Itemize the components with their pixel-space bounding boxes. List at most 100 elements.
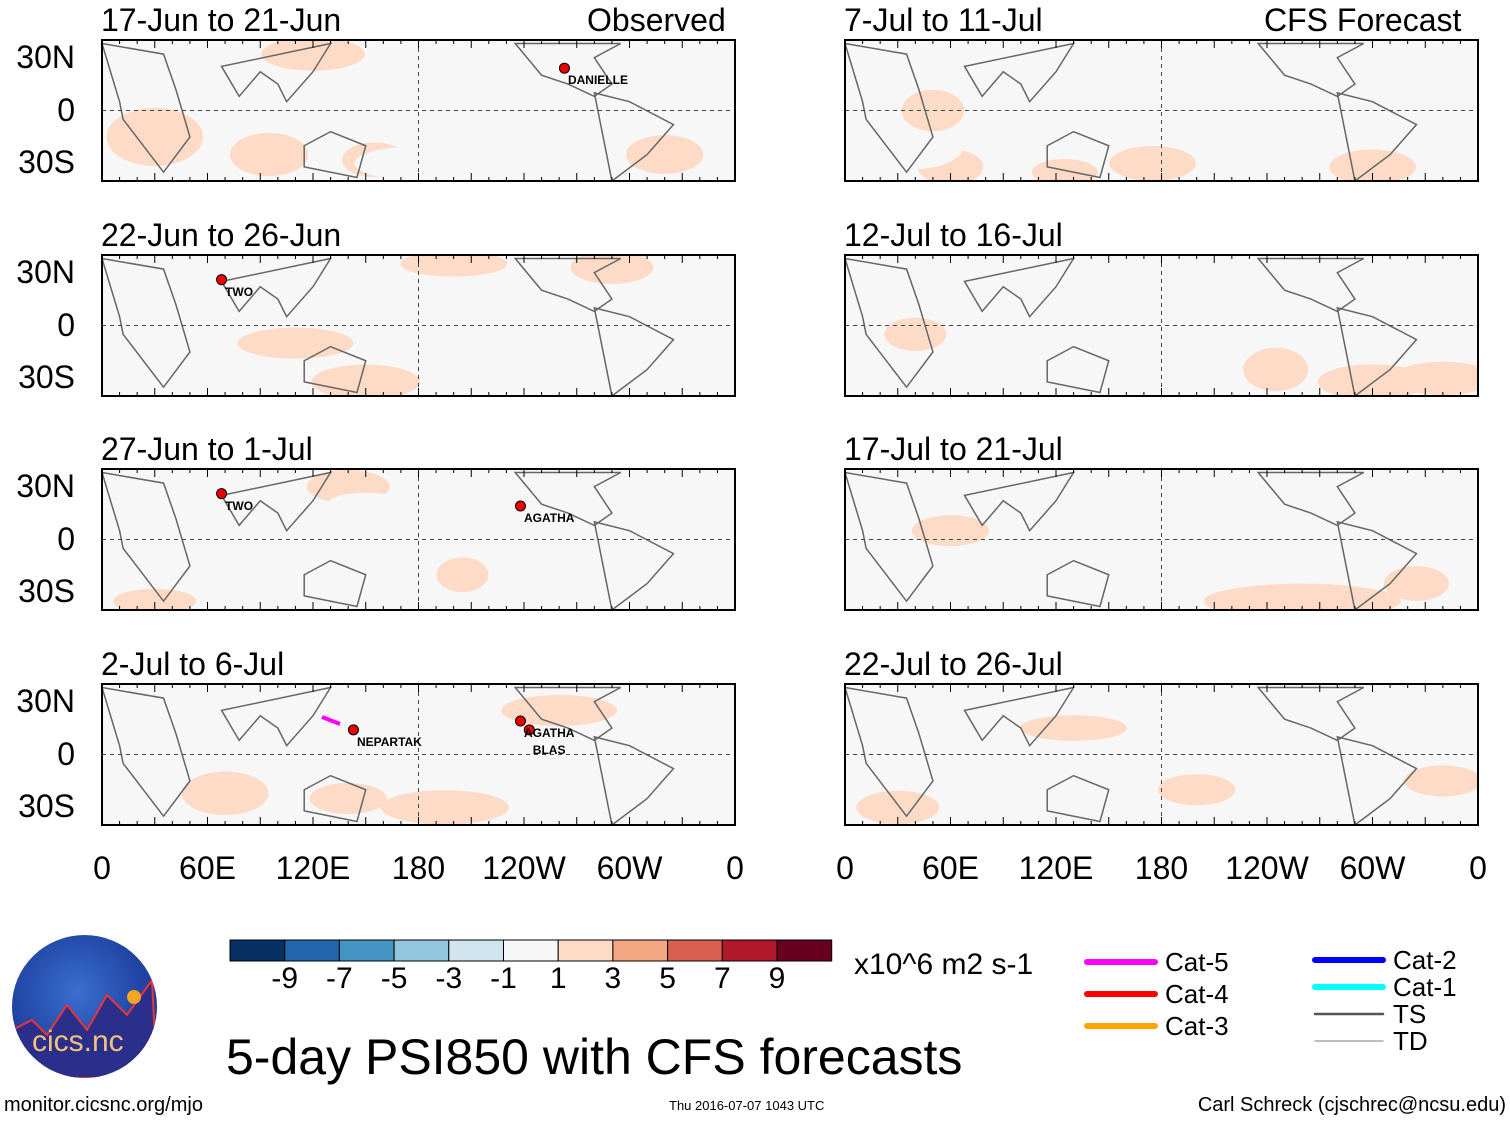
anomaly-contour bbox=[1404, 765, 1478, 797]
coastline bbox=[845, 257, 934, 389]
anomaly-contour bbox=[327, 492, 405, 516]
storm-marker-icon bbox=[216, 274, 228, 286]
site-url[interactable]: monitor.cicsnc.org/mjo bbox=[4, 1094, 203, 1116]
anomaly-contour bbox=[106, 107, 204, 167]
storm-label: AGATHA bbox=[524, 511, 575, 526]
lat-label: 0 bbox=[57, 306, 75, 343]
lat-label: 30S bbox=[18, 788, 75, 825]
coastline bbox=[593, 306, 675, 396]
lon-label: 120W bbox=[1225, 850, 1309, 886]
anomaly-contour bbox=[1390, 361, 1478, 396]
storm-label: DANIELLE bbox=[567, 73, 628, 88]
lat-label: 30N bbox=[16, 682, 75, 719]
map-panel bbox=[844, 39, 1479, 182]
colorbar-label: -9 bbox=[271, 962, 299, 995]
anomaly-contour bbox=[1109, 145, 1197, 181]
coastline bbox=[963, 471, 1076, 533]
coastline bbox=[220, 257, 333, 319]
coastline bbox=[220, 42, 333, 104]
lon-label: 180 bbox=[391, 850, 446, 886]
lon-label: 0 bbox=[726, 850, 744, 886]
colorbar-label: 5 bbox=[659, 962, 676, 995]
coastline bbox=[303, 345, 367, 394]
map-panel bbox=[101, 254, 736, 397]
anomaly-contour bbox=[570, 255, 654, 284]
lat-label: 30S bbox=[18, 144, 75, 181]
coastline bbox=[593, 91, 675, 181]
coastline bbox=[303, 774, 367, 823]
anomaly-contour bbox=[1383, 566, 1449, 601]
storm-marker-icon bbox=[347, 724, 359, 736]
colorbar-swatch bbox=[721, 939, 778, 962]
legend-label: Cat-4 bbox=[1165, 979, 1229, 1009]
lat-label: 0 bbox=[57, 520, 75, 557]
coastline bbox=[963, 42, 1076, 104]
coastline bbox=[593, 735, 675, 825]
anomaly-contour bbox=[113, 348, 197, 391]
anomaly-contour bbox=[661, 278, 735, 302]
lat-label: 0 bbox=[57, 91, 75, 128]
anomaly-contour bbox=[380, 790, 509, 825]
anomaly-contour bbox=[1068, 63, 1132, 105]
anomaly-contour bbox=[458, 116, 625, 158]
colorbar-swatch bbox=[338, 939, 395, 962]
coastline bbox=[102, 686, 191, 818]
anomaly-contour bbox=[884, 317, 947, 351]
legend-label: Cat-2 bbox=[1393, 945, 1457, 975]
anomaly-contour bbox=[962, 589, 1079, 610]
panel-title: 27-Jun to 1-Jul bbox=[101, 431, 313, 467]
coastline bbox=[1336, 735, 1418, 825]
anomaly-contour bbox=[1203, 583, 1401, 610]
legend-label: Cat-5 bbox=[1165, 947, 1229, 977]
panel-title: 22-Jul to 26-Jul bbox=[844, 646, 1063, 682]
anomaly-contour bbox=[866, 122, 964, 170]
colorbar-swatch bbox=[776, 939, 833, 962]
anomaly-contour bbox=[1083, 273, 1187, 307]
lon-label: 60E bbox=[922, 850, 979, 886]
map-panel bbox=[844, 683, 1479, 826]
figure-title: 5-day PSI850 with CFS forecasts bbox=[226, 1029, 963, 1085]
anomaly-contour bbox=[560, 777, 664, 820]
cfs-forecast-label: CFS Forecast bbox=[1264, 2, 1462, 38]
colorbar-swatch bbox=[557, 939, 614, 962]
anomaly-contour bbox=[1020, 715, 1127, 741]
anomaly-contour bbox=[401, 40, 506, 75]
coastline bbox=[1256, 471, 1365, 527]
map-panel bbox=[844, 254, 1479, 397]
anomaly-contour bbox=[501, 694, 618, 726]
anomaly-contour bbox=[1243, 347, 1309, 392]
coastline bbox=[1046, 345, 1110, 394]
map-panel bbox=[101, 683, 736, 826]
anomaly-contour bbox=[400, 255, 508, 277]
colorbar-swatch bbox=[393, 939, 450, 962]
panel-title: 22-Jun to 26-Jun bbox=[101, 217, 342, 253]
anomaly-contour bbox=[961, 350, 1116, 389]
lon-label: 180 bbox=[1134, 850, 1189, 886]
legend-label: TD bbox=[1393, 1026, 1428, 1056]
lat-label: 30N bbox=[16, 38, 75, 75]
anomaly-contour bbox=[230, 132, 309, 177]
anomaly-contour bbox=[461, 364, 570, 396]
coastline bbox=[1046, 774, 1110, 823]
anomaly-contour bbox=[628, 364, 735, 396]
coastline bbox=[963, 257, 1076, 319]
map-panel bbox=[101, 468, 736, 611]
colorbar-label: 9 bbox=[768, 962, 786, 995]
colorbar-label: 3 bbox=[604, 962, 622, 995]
coastline bbox=[513, 686, 622, 742]
cics-logo: cics.nc bbox=[12, 935, 157, 1078]
colorbar-swatch bbox=[448, 939, 504, 962]
storm-label: BLAS bbox=[532, 742, 566, 757]
lon-label: 0 bbox=[836, 850, 854, 886]
colorbar-swatch bbox=[667, 939, 723, 962]
panel-title: 7-Jul to 11-Jul bbox=[844, 2, 1043, 38]
coastline bbox=[1336, 306, 1418, 396]
anomaly-contour bbox=[181, 771, 269, 816]
lat-label: 30N bbox=[16, 253, 75, 290]
coastline bbox=[1046, 559, 1110, 608]
observed-label: Observed bbox=[587, 2, 726, 38]
units-label: x10^6 m2 s-1 bbox=[854, 948, 1034, 981]
anomaly-contour bbox=[901, 89, 965, 132]
author-credit: Carl Schreck (cjschrec@ncsu.edu) bbox=[1197, 1094, 1506, 1116]
anomaly-contour bbox=[261, 40, 365, 71]
